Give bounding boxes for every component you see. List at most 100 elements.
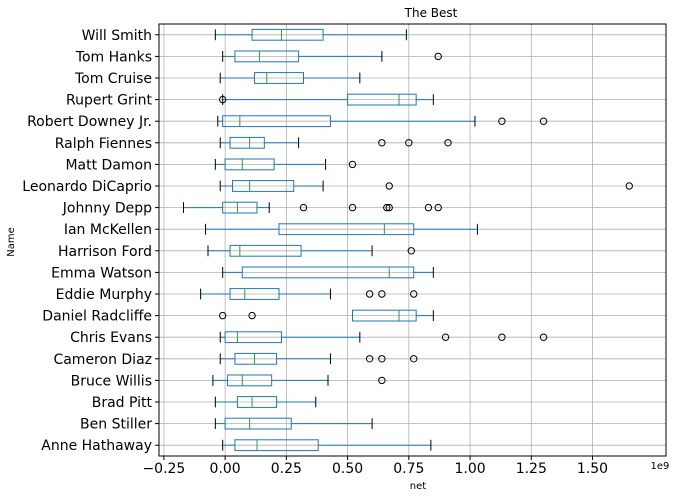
flier-point (410, 355, 418, 363)
boxes (182, 28, 633, 452)
box (236, 396, 278, 408)
x-tick-label: −0.25 (142, 461, 185, 477)
box-group (219, 72, 361, 84)
x-axis-ticks: −0.25 0.00 0.25 0.50 0.75 1.00 1.25 1.50 (142, 456, 608, 477)
box-group (212, 374, 386, 387)
box (227, 374, 273, 387)
y-tick-label: Daniel Radcliffe (42, 309, 152, 325)
y-tick-label: Emma Watson (51, 265, 152, 281)
y-tick-label: Harrison Ford (58, 244, 152, 260)
box (234, 352, 278, 365)
y-tick-label: Rupert Grint (66, 93, 153, 109)
flier-point (385, 203, 393, 212)
flier-point (378, 376, 386, 385)
y-tick-label: Anne Hathaway (41, 438, 152, 454)
flier-point (383, 203, 391, 212)
flier-point (218, 311, 227, 320)
y-tick-label: Ben Stiller (80, 417, 152, 433)
box (222, 115, 331, 128)
flier-point (444, 139, 452, 147)
y-axis-ticks: Will Smith Tom Hanks Tom Cruise Rupert Grin… (22, 28, 159, 454)
box (347, 93, 417, 106)
flier-point (348, 160, 357, 169)
flier-point (378, 139, 386, 147)
x-tick-label: 0.25 (271, 461, 302, 477)
box (229, 244, 302, 257)
y-tick-label: Tom Hanks (75, 49, 152, 65)
flier-point (348, 203, 357, 212)
x-axis-label: net (410, 481, 426, 492)
flier-point (498, 117, 506, 125)
box-group (219, 352, 418, 365)
flier-point (539, 333, 548, 341)
y-tick-label: Will Smith (82, 28, 152, 44)
box (254, 72, 305, 84)
box-group (222, 439, 432, 452)
flier-point (299, 203, 308, 212)
flier-point (378, 290, 386, 298)
flier-point (434, 203, 442, 212)
chart-title: The Best (404, 6, 458, 20)
box-group (218, 309, 434, 322)
box-group (205, 223, 478, 236)
x-tick-label: 0.75 (393, 461, 424, 477)
x-tick-label: 1.25 (516, 461, 547, 477)
x-tick-label: 1.00 (454, 461, 485, 477)
y-tick-label: Ian McKellen (64, 222, 152, 238)
x-axis-offset-label: 1e9 (651, 461, 670, 472)
flier-point (539, 117, 548, 125)
y-axis-label: Name (6, 227, 17, 257)
box (241, 266, 415, 279)
box-group (207, 244, 415, 257)
box-group (214, 417, 373, 430)
flier-point (498, 333, 506, 341)
box (229, 136, 265, 149)
box-group (214, 28, 407, 41)
box-group (219, 180, 633, 192)
flier-point (365, 290, 374, 298)
y-tick-label: Ralph Fiennes (55, 136, 152, 152)
flier-point (378, 355, 386, 363)
x-tick-label: 0.00 (210, 461, 241, 477)
box-group (214, 158, 357, 171)
y-tick-label: Johnny Depp (62, 201, 152, 217)
box (222, 201, 258, 214)
box (234, 439, 319, 452)
flier-point (365, 355, 374, 363)
box (231, 180, 295, 192)
y-tick-label: Eddie Murphy (56, 287, 152, 303)
box (229, 288, 280, 300)
box (251, 28, 324, 41)
flier-point (424, 203, 433, 212)
box (278, 223, 415, 236)
flier-point (218, 95, 227, 104)
box-group (222, 266, 434, 279)
x-tick-label: 0.50 (332, 461, 363, 477)
box (224, 331, 282, 344)
y-tick-label: Matt Damon (65, 157, 152, 173)
flier-point (625, 182, 633, 190)
y-tick-label: Tom Cruise (74, 71, 152, 87)
box (351, 309, 417, 322)
box-group (218, 93, 434, 106)
box-group (219, 136, 452, 149)
box-group (222, 50, 442, 63)
flier-point (410, 290, 418, 298)
y-tick-label: Brad Pitt (92, 395, 153, 411)
box-group (219, 331, 548, 344)
flier-point (434, 52, 442, 61)
y-tick-label: Bruce Willis (71, 373, 152, 389)
box-group (214, 396, 317, 408)
box (224, 417, 292, 430)
grid (159, 24, 666, 456)
y-tick-label: Robert Downey Jr. (27, 114, 152, 130)
flier-point (407, 247, 415, 255)
flier-point (441, 333, 450, 341)
box-group (182, 201, 442, 214)
box-group (200, 288, 418, 300)
plot-frame (158, 23, 667, 457)
y-tick-label: Chris Evans (70, 330, 152, 346)
y-tick-label: Cameron Diaz (53, 352, 152, 368)
